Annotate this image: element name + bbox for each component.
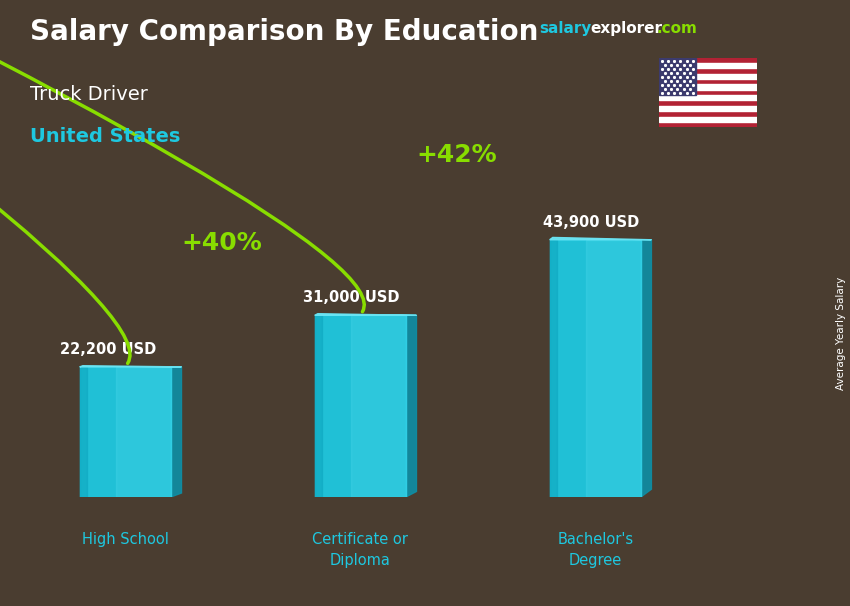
Text: 43,900 USD: 43,900 USD — [543, 215, 639, 230]
Bar — [659, 116, 756, 122]
Bar — [659, 74, 756, 79]
Bar — [659, 84, 756, 90]
Polygon shape — [406, 315, 416, 497]
Text: United States: United States — [30, 127, 180, 146]
Text: .com: .com — [656, 21, 697, 36]
Bar — [550, 240, 641, 497]
Bar — [116, 367, 171, 497]
Bar — [80, 367, 87, 497]
Polygon shape — [641, 240, 651, 497]
Bar — [80, 367, 171, 497]
Text: 22,200 USD: 22,200 USD — [60, 342, 156, 357]
Bar — [314, 315, 322, 497]
Polygon shape — [80, 365, 182, 367]
Text: Bachelor's
Degree: Bachelor's Degree — [558, 532, 633, 568]
Bar — [659, 106, 756, 111]
Text: Average Yearly Salary: Average Yearly Salary — [836, 277, 846, 390]
Text: High School: High School — [82, 532, 169, 547]
Text: 31,000 USD: 31,000 USD — [303, 290, 399, 305]
Text: Salary Comparison By Education: Salary Comparison By Education — [30, 18, 538, 46]
Text: explorer: explorer — [591, 21, 663, 36]
Text: salary: salary — [540, 21, 592, 36]
Text: Truck Driver: Truck Driver — [30, 85, 148, 104]
Polygon shape — [171, 367, 182, 497]
Bar — [659, 58, 696, 95]
Bar — [659, 95, 756, 101]
Polygon shape — [550, 238, 651, 240]
Bar — [314, 315, 406, 497]
Polygon shape — [314, 314, 416, 315]
Bar — [659, 63, 756, 68]
Bar — [586, 240, 641, 497]
Text: +40%: +40% — [182, 231, 263, 255]
Bar — [351, 315, 406, 497]
Text: +42%: +42% — [416, 143, 497, 167]
Bar — [550, 240, 557, 497]
Text: Certificate or
Diploma: Certificate or Diploma — [313, 532, 408, 568]
